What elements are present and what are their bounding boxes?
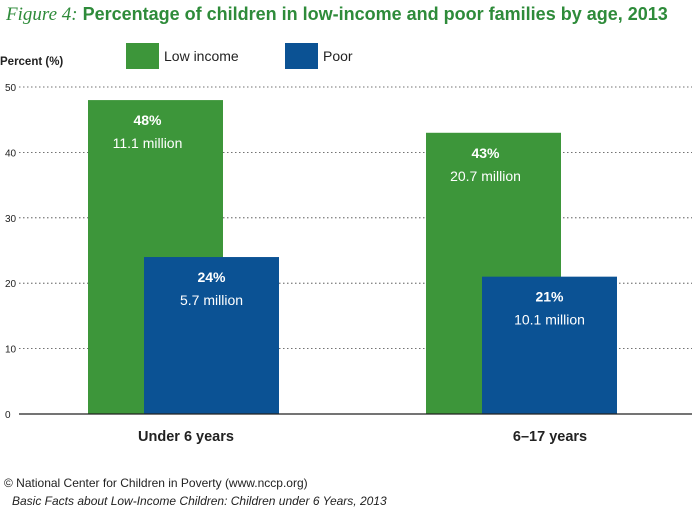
publication-title: Basic Facts about Low-Income Children: C… (12, 494, 387, 508)
bar-chart: 0 10 20 30 40 50 Percent (%) 48% 11.1 million 24%… (0, 43, 692, 445)
source-credit: © National Center for Children in Povert… (4, 476, 308, 490)
title-text: Percentage of children in low-income and… (82, 4, 668, 24)
bar-count-label: 5.7 million (180, 292, 243, 308)
bar-poor (482, 276, 617, 414)
y-tick-label: 40 (5, 148, 17, 159)
y-tick-label: 20 (5, 279, 17, 290)
x-tick-label: Under 6 years (138, 429, 234, 445)
chart-title: Figure 4: Percentage of children in low-… (6, 4, 692, 26)
y-tick-label: 50 (5, 83, 17, 94)
legend-label: Poor (323, 48, 353, 64)
bar-count-label: 11.1 million (113, 135, 183, 151)
bar-count-label: 20.7 million (450, 168, 521, 184)
bar-value-label: 48% (133, 112, 162, 128)
legend-swatch (126, 43, 159, 69)
y-tick-label: 10 (5, 345, 17, 356)
bar-value-label: 24% (197, 269, 226, 285)
bar-value-label: 43% (471, 145, 500, 161)
y-axis-label: Percent (%) (0, 56, 63, 68)
figure-label: Figure 4: (6, 4, 78, 25)
bar-count-label: 10.1 million (514, 312, 585, 328)
legend-swatch (285, 43, 318, 69)
bar-value-label: 21% (535, 289, 564, 305)
legend-label: Low income (164, 48, 239, 64)
y-tick-label: 0 (5, 410, 11, 421)
chart-footer: © National Center for Children in Povert… (4, 474, 690, 510)
x-tick-label: 6–17 years (513, 429, 587, 445)
y-tick-label: 30 (5, 214, 17, 225)
bar-poor (144, 257, 279, 414)
